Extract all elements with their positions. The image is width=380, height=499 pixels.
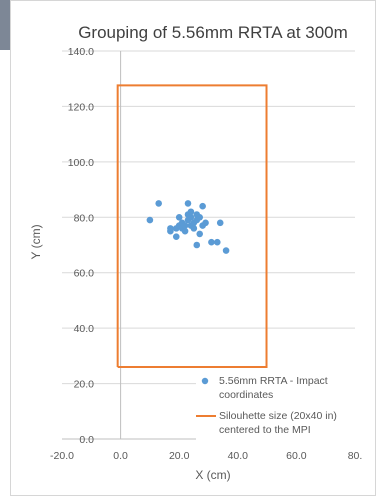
legend-label-silhouette-line1: Silouhette size (20x40 in) xyxy=(219,410,337,422)
impact-point xyxy=(181,222,189,229)
legend-marker-impacts xyxy=(201,377,209,385)
impact-point xyxy=(146,216,154,224)
impact-point xyxy=(190,225,198,232)
x-tick-label: 20.0 xyxy=(169,450,190,462)
impact-point xyxy=(196,213,204,221)
legend: 5.56mm RRTA - Impact coordinates Silouhe… xyxy=(196,370,356,446)
x-tick-label: -20.0 xyxy=(50,450,74,462)
silhouette-outline xyxy=(116,84,268,368)
x-tick-label: 40.0 xyxy=(228,450,249,462)
y-tick-label: 140.0 xyxy=(68,46,94,58)
x-tick-labels: -20.0 0.0 20.0 40.0 60.0 80. xyxy=(50,450,362,462)
impact-point xyxy=(175,213,183,221)
x-axis-label: X (cm) xyxy=(195,468,230,482)
legend-background xyxy=(196,370,356,446)
impact-point xyxy=(167,225,174,232)
y-tick-label: 0.0 xyxy=(79,434,94,446)
chart-title: Grouping of 5.56mm RRTA at 300m xyxy=(78,23,348,42)
impact-point xyxy=(187,208,195,216)
silhouette-series xyxy=(116,84,268,368)
legend-label-impacts-line2: coordinates xyxy=(219,389,273,401)
y-tick-labels: 0.0 20.0 40.0 60.0 80.0 100.0 120.0 140.0 xyxy=(68,46,94,446)
x-tick-label: 60.0 xyxy=(286,450,307,462)
impact-point xyxy=(216,219,224,227)
y-tick-label: 60.0 xyxy=(74,268,95,280)
legend-label-silhouette-line2: centered to the MPI xyxy=(219,424,311,436)
y-tick-label: 20.0 xyxy=(74,379,95,391)
y-tick-label: 40.0 xyxy=(74,323,95,335)
impact-series xyxy=(146,200,230,254)
impact-point xyxy=(199,202,206,210)
impact-point xyxy=(181,227,189,235)
tab-strip xyxy=(0,0,10,50)
x-tick-label: 80. xyxy=(348,450,363,462)
impact-point xyxy=(222,247,230,254)
impact-point xyxy=(196,230,204,238)
impact-point xyxy=(193,241,201,249)
y-tick-label: 120.0 xyxy=(68,101,94,113)
impact-point xyxy=(213,238,221,246)
x-tick-label: 0.0 xyxy=(113,450,128,462)
impact-point xyxy=(184,200,192,207)
impact-point xyxy=(187,213,195,221)
impact-point xyxy=(172,233,180,240)
y-tick-label: 80.0 xyxy=(74,212,95,224)
impact-point xyxy=(155,200,162,207)
impact-point xyxy=(208,238,215,246)
legend-label-impacts-line1: 5.56mm RRTA - Impact xyxy=(219,375,328,387)
y-axis-label: Y (cm) xyxy=(29,224,43,259)
y-tick-label: 100.0 xyxy=(68,157,94,169)
impact-point xyxy=(202,219,209,227)
